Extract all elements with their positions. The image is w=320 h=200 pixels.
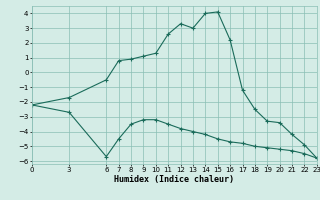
X-axis label: Humidex (Indice chaleur): Humidex (Indice chaleur) bbox=[115, 175, 234, 184]
